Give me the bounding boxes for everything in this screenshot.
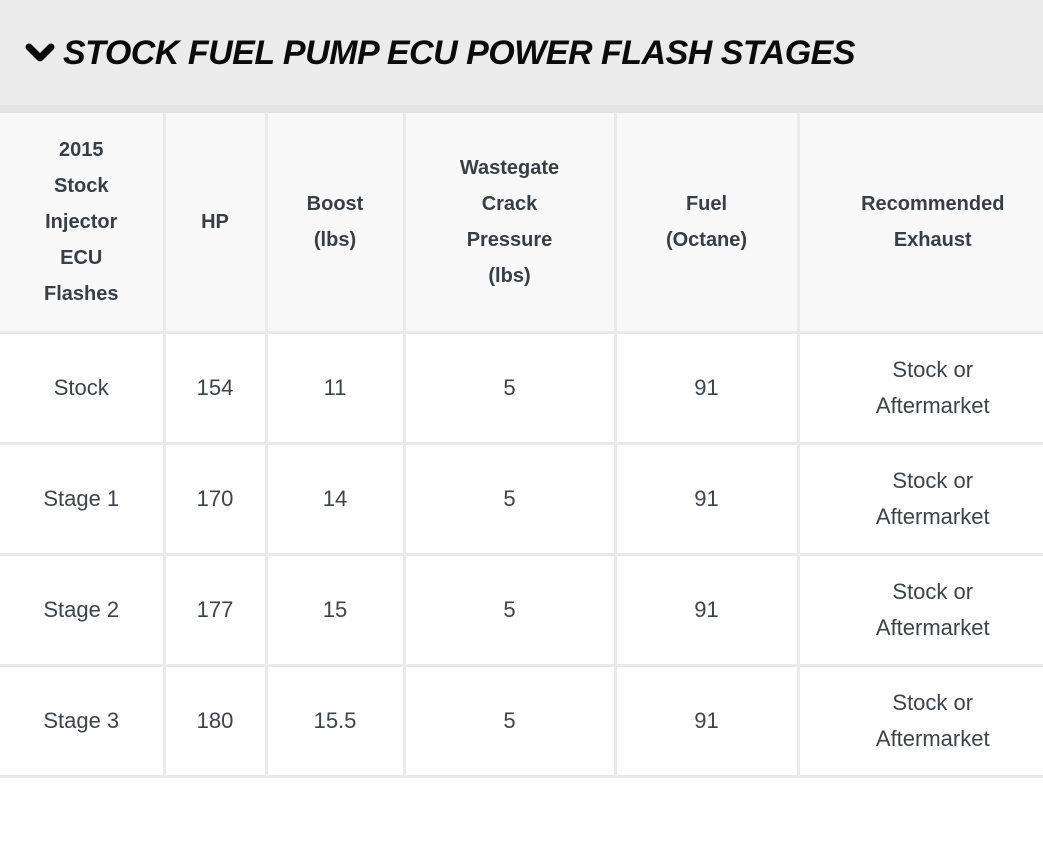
cell-boost: 14 xyxy=(264,441,406,556)
table-container: 2015 Stock Injector ECU Flashes HP Boost… xyxy=(0,113,1043,778)
column-header-wastegate: Wastegate Crack Pressure (lbs) xyxy=(402,113,617,334)
cell-boost: 15.5 xyxy=(264,663,406,778)
cell-wastegate: 5 xyxy=(402,441,617,556)
cell-exhaust: Stock or Aftermarket xyxy=(796,663,1043,778)
cell-hp: 177 xyxy=(162,552,268,667)
cell-hp: 180 xyxy=(162,663,268,778)
column-header-hp: HP xyxy=(162,113,268,334)
cell-wastegate: 5 xyxy=(402,330,617,445)
section-title: STOCK FUEL PUMP ECU POWER FLASH STAGES xyxy=(63,34,856,72)
flash-stages-table: 2015 Stock Injector ECU Flashes HP Boost… xyxy=(0,113,1043,778)
cell-fuel: 91 xyxy=(613,552,800,667)
cell-stage-name: Stage 1 xyxy=(0,441,166,556)
cell-wastegate: 5 xyxy=(402,552,617,667)
cell-hp: 170 xyxy=(162,441,268,556)
cell-stage-name: Stage 2 xyxy=(0,552,166,667)
column-header-ecu-flashes: 2015 Stock Injector ECU Flashes xyxy=(0,113,166,334)
column-header-boost: Boost (lbs) xyxy=(264,113,406,334)
table-row-stock: Stock 154 11 5 91 Stock or Aftermarket xyxy=(0,330,1043,445)
table-row-stage2: Stage 2 177 15 5 91 Stock or Aftermarket xyxy=(0,552,1043,667)
accordion-header[interactable]: STOCK FUEL PUMP ECU POWER FLASH STAGES xyxy=(0,0,1043,105)
chevron-down-icon[interactable] xyxy=(25,41,55,65)
table-row-stage1: Stage 1 170 14 5 91 Stock or Aftermarket xyxy=(0,441,1043,556)
cell-fuel: 91 xyxy=(613,663,800,778)
table-row-stage3: Stage 3 180 15.5 5 91 Stock or Aftermark… xyxy=(0,663,1043,778)
header-row: 2015 Stock Injector ECU Flashes HP Boost… xyxy=(0,113,1043,334)
section-divider xyxy=(0,105,1043,113)
column-header-fuel: Fuel (Octane) xyxy=(613,113,800,334)
column-header-exhaust: Recommended Exhaust xyxy=(796,113,1043,334)
cell-boost: 15 xyxy=(264,552,406,667)
cell-wastegate: 5 xyxy=(402,663,617,778)
cell-exhaust: Stock or Aftermarket xyxy=(796,441,1043,556)
cell-hp: 154 xyxy=(162,330,268,445)
cell-stage-name: Stage 3 xyxy=(0,663,166,778)
cell-fuel: 91 xyxy=(613,441,800,556)
cell-exhaust: Stock or Aftermarket xyxy=(796,330,1043,445)
cell-exhaust: Stock or Aftermarket xyxy=(796,552,1043,667)
cell-stage-name: Stock xyxy=(0,330,166,445)
cell-boost: 11 xyxy=(264,330,406,445)
cell-fuel: 91 xyxy=(613,330,800,445)
